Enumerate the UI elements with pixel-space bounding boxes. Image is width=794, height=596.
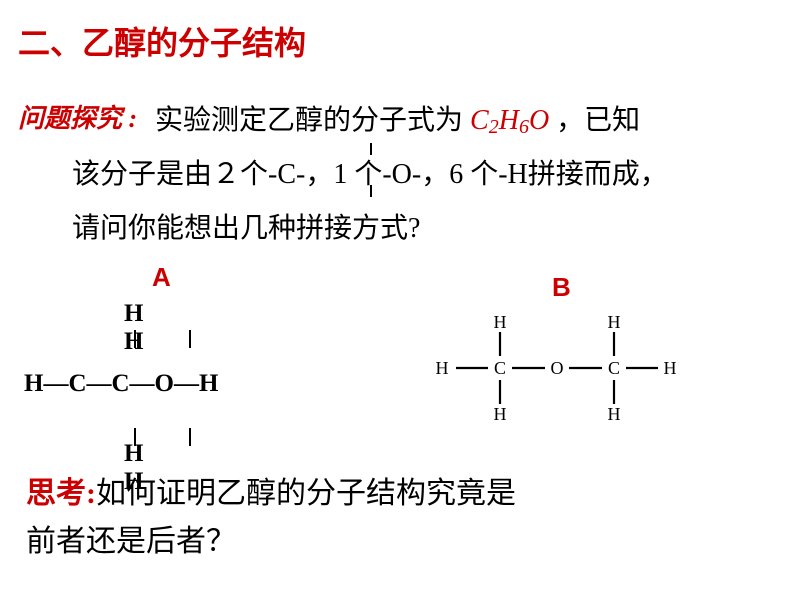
thinking-text-2: 前者还是后者？ [26,525,236,558]
structure-b: H C H H O C H H H [432,310,682,430]
svg-text:O: O [551,358,564,378]
thinking-text-1: 如何证明乙醇的分子结构究竟是 [96,477,516,510]
o-bond-bottom [370,185,372,197]
svg-text:H: H [494,312,507,332]
structure-b-label: B [552,272,571,303]
struct-a-vbond [134,428,136,446]
svg-text:H: H [608,404,621,424]
molecular-formula: C2H6O [470,105,549,136]
struct-a-vbond [189,330,191,348]
svg-text:C: C [608,358,620,378]
body-line-3: 请问你能想出几种拼接方式? [72,206,420,246]
body-line1-pre: 实验测定乙醇的分子式为 [155,105,470,136]
svg-text:H: H [664,358,677,378]
section-title: 二、乙醇的分子结构 [18,18,306,64]
svg-text:H: H [494,404,507,424]
svg-text:H: H [608,312,621,332]
body-line-1: 实验测定乙醇的分子式为 C2H6O ，已知 [155,98,640,139]
svg-text:C: C [494,358,506,378]
structure-a-label: A [152,262,171,293]
svg-text:H: H [436,358,449,378]
struct-a-mid: H—C—C—O—H [24,370,218,398]
thinking-block: 思考:如何证明乙醇的分子结构究竟是 前者还是后者？ [26,470,516,566]
inquiry-label: 问题探究 : [18,98,137,135]
struct-a-vbond [189,428,191,446]
struct-a-vbond [134,330,136,348]
thinking-label: 思考: [26,477,96,510]
structure-b-svg: H C H H O C H H H [432,310,682,430]
body-line1-post: ，已知 [549,105,640,136]
